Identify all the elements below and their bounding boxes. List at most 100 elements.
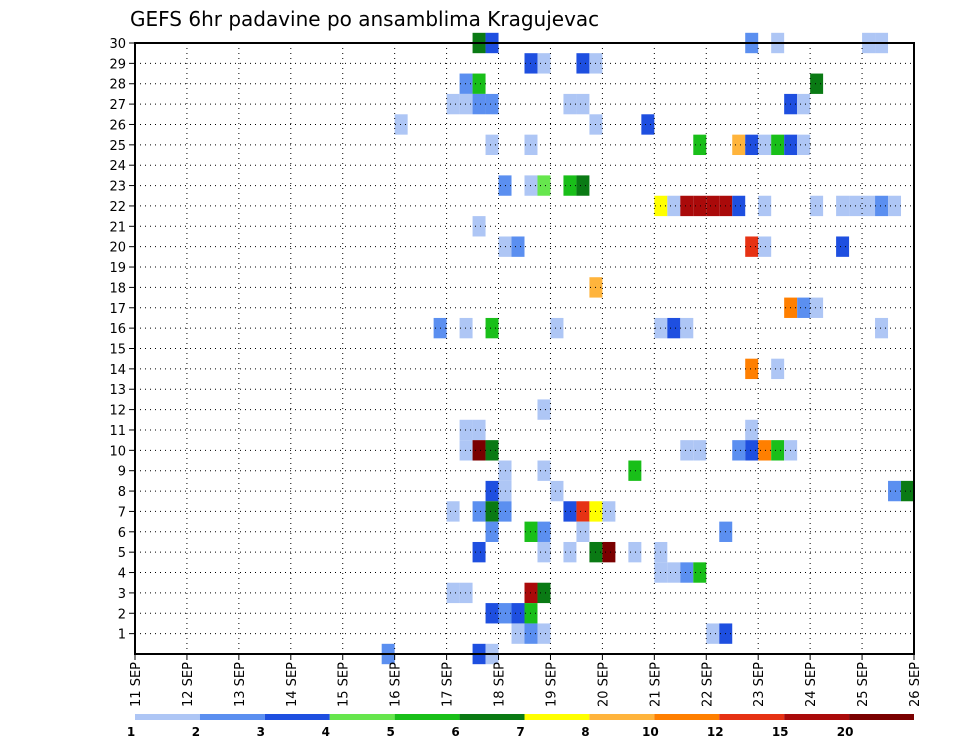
heatmap-cell — [680, 562, 694, 583]
heatmap-cell — [459, 317, 473, 339]
heatmap-cell — [485, 603, 499, 624]
heatmap-cell — [576, 53, 590, 74]
y-tick-label: 6 — [118, 526, 126, 541]
plot-grid — [135, 43, 914, 654]
x-tick-label: 16 SEP — [389, 662, 404, 707]
heatmap-cell — [745, 440, 759, 461]
y-tick-label: 11 — [109, 424, 126, 439]
heatmap-cell — [472, 541, 486, 563]
heatmap-cell — [667, 195, 681, 217]
heatmap-cell — [745, 419, 759, 441]
heatmap-cell — [875, 195, 889, 217]
heatmap-cell — [758, 440, 772, 461]
legend-swatch — [135, 714, 200, 720]
heatmap-cell — [810, 297, 824, 318]
heatmap-cell — [888, 480, 902, 502]
heatmap-cell — [797, 93, 811, 115]
heatmap-cell — [576, 521, 590, 542]
x-tick-label: 17 SEP — [441, 662, 456, 707]
legend-label: 5 — [386, 725, 394, 739]
heatmap-cell — [537, 541, 551, 563]
y-tick-label: 4 — [118, 567, 126, 582]
heatmap-cell — [706, 195, 720, 217]
heatmap-cell — [797, 297, 811, 318]
heatmap-cell — [745, 358, 759, 380]
y-tick-label: 13 — [109, 383, 126, 398]
heatmap-cell — [680, 195, 694, 217]
heatmap-cells — [381, 32, 914, 665]
heatmap-cell — [628, 460, 642, 481]
y-tick-label: 10 — [109, 444, 126, 459]
heatmap-cell — [537, 623, 551, 644]
x-tick-label: 22 SEP — [700, 662, 715, 707]
heatmap-cell — [758, 134, 772, 156]
legend-swatch — [264, 714, 330, 720]
heatmap-cell — [576, 175, 590, 196]
y-tick-label: 2 — [118, 607, 126, 622]
legend-swatch — [459, 714, 525, 720]
heatmap-cell — [563, 93, 577, 115]
y-tick-label: 3 — [118, 587, 126, 602]
heatmap-cell — [459, 582, 473, 604]
heatmap-cell — [459, 440, 473, 461]
y-tick-label: 16 — [109, 322, 126, 337]
heatmap-cell — [537, 582, 551, 604]
y-tick-label: 23 — [109, 180, 126, 195]
y-tick-label: 14 — [109, 363, 126, 378]
y-tick-label: 1 — [118, 628, 126, 643]
y-tick-label: 21 — [109, 220, 126, 235]
heatmap-cell — [693, 440, 707, 461]
legend-swatch — [394, 714, 460, 720]
heatmap-cell — [706, 623, 720, 644]
x-tick-label: 12 SEP — [181, 662, 196, 707]
legend-label: 10 — [642, 725, 659, 739]
y-tick-label: 8 — [118, 485, 126, 500]
heatmap-cell — [459, 73, 473, 94]
heatmap-cell — [576, 501, 590, 522]
x-axis: 11 SEP 12 SEP 13 SEP 14 SEP 15 SEP 16 SEP 17 S… — [129, 654, 923, 707]
heatmap-cell — [602, 541, 616, 563]
heatmap-cell — [680, 317, 694, 339]
y-axis: 1234567891011121314151617181920212223242… — [109, 37, 135, 643]
heatmap-cell — [667, 317, 681, 339]
heatmap-cell — [758, 236, 772, 257]
heatmap-cell — [446, 93, 460, 115]
heatmap-cell — [472, 73, 486, 94]
heatmap-cell — [472, 419, 486, 441]
heatmap-cell — [836, 195, 850, 217]
y-tick-label: 22 — [109, 200, 126, 215]
heatmap-cell — [745, 236, 759, 257]
chart-title: GEFS 6hr padavine po ansamblima Kragujev… — [130, 7, 599, 31]
heatmap-cell — [732, 195, 746, 217]
heatmap-cell — [797, 134, 811, 156]
y-tick-label: 30 — [109, 37, 126, 52]
legend-label: 15 — [772, 725, 789, 739]
heatmap-cell — [472, 501, 486, 522]
y-tick-label: 29 — [109, 57, 126, 72]
heatmap-cell — [693, 562, 707, 583]
heatmap-cell — [771, 134, 785, 156]
legend-swatch — [654, 714, 720, 720]
heatmap-cell — [472, 93, 486, 115]
heatmap-cell — [511, 236, 525, 257]
heatmap-cell — [563, 541, 577, 563]
heatmap-cell — [550, 480, 564, 502]
y-tick-label: 27 — [109, 98, 126, 113]
heatmap-cell — [693, 134, 707, 156]
heatmap-cell — [485, 521, 499, 542]
heatmap-cell — [485, 93, 499, 115]
y-tick-label: 20 — [109, 241, 126, 256]
y-tick-label: 18 — [109, 281, 126, 296]
heatmap-cell — [810, 73, 824, 94]
heatmap-cell — [446, 501, 460, 522]
legend-label: 1 — [127, 725, 135, 739]
heatmap-cell — [394, 114, 408, 135]
heatmap-cell — [485, 317, 499, 339]
x-tick-label: 15 SEP — [337, 662, 352, 707]
legend-swatch — [784, 714, 850, 720]
y-tick-label: 15 — [109, 343, 126, 358]
heatmap-cell — [446, 582, 460, 604]
y-tick-label: 28 — [109, 78, 126, 93]
heatmap-cell — [537, 521, 551, 542]
